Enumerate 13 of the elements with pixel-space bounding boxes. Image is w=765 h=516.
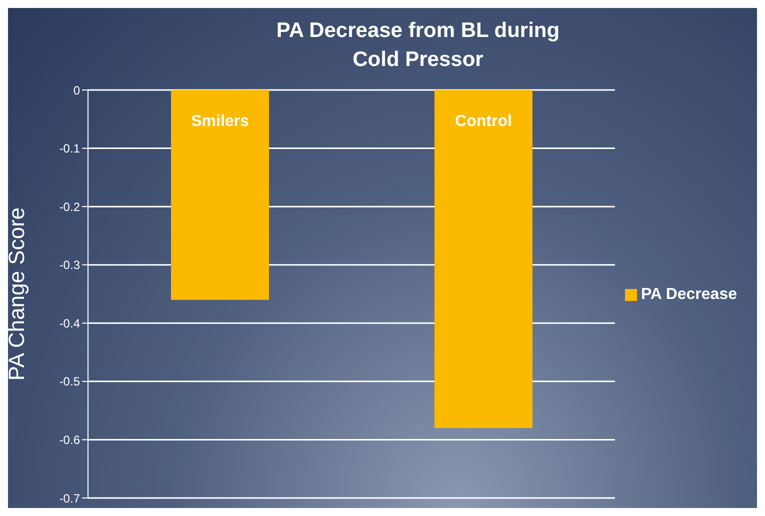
y-tick-label: -0.1 — [59, 142, 80, 156]
x-tick-label: Control — [455, 113, 512, 130]
chart-title: PA Decrease from BL during Cold Pressor — [275, 18, 561, 73]
y-tick-label: -0.2 — [59, 200, 80, 214]
legend-label: PA Decrease — [640, 286, 737, 303]
y-tick-label: -0.3 — [59, 258, 80, 272]
y-tick-label: -0.6 — [59, 432, 80, 447]
y-tick-label: -0.4 — [59, 316, 80, 330]
y-axis-title: PA Change Score — [4, 207, 29, 381]
y-tick-label: -0.7 — [59, 491, 80, 506]
y-tick-label: 0 — [73, 83, 80, 98]
y-tick-label: -0.5 — [59, 374, 80, 389]
x-tick-label: Smilers — [191, 113, 250, 130]
